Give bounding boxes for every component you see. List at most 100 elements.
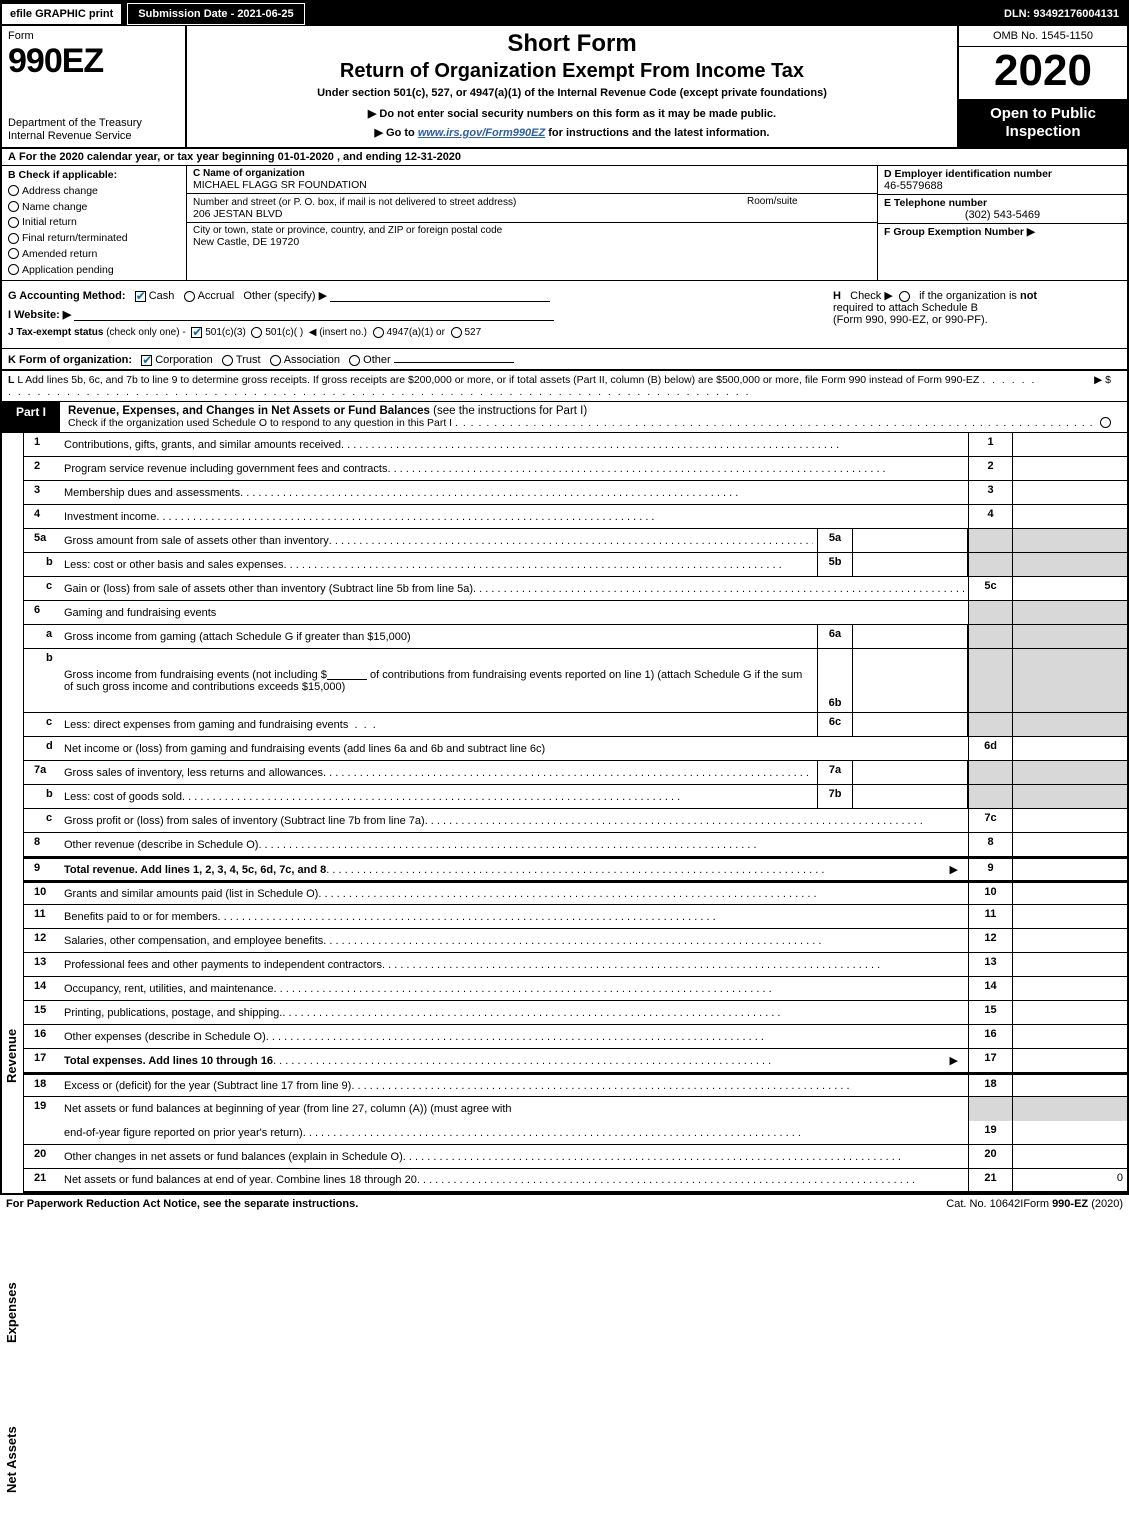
page-footer: For Paperwork Reduction Act Notice, see …	[0, 1195, 1129, 1213]
amt-14[interactable]	[1012, 977, 1127, 1000]
amt-7c[interactable]	[1012, 809, 1127, 832]
amt-2[interactable]	[1012, 457, 1127, 480]
header-right: OMB No. 1545-1150 2020 Open to Public In…	[957, 26, 1127, 147]
cb-schedule-o-used[interactable]	[1100, 417, 1111, 428]
catalog-number: Cat. No. 10642I	[946, 1198, 1023, 1210]
line-15: 15 Printing, publications, postage, and …	[24, 1001, 1127, 1025]
amt-6b-mini[interactable]	[853, 649, 968, 712]
amt-9[interactable]	[1012, 859, 1127, 880]
line-6c: c Less: direct expenses from gaming and …	[24, 713, 1127, 737]
amt-19[interactable]	[1012, 1121, 1127, 1144]
cb-accrual[interactable]	[184, 291, 195, 302]
amt-6a-mini[interactable]	[853, 625, 968, 648]
amt-18[interactable]	[1012, 1075, 1127, 1096]
cb-501c3[interactable]	[191, 327, 202, 338]
line-5a: 5a Gross amount from sale of assets othe…	[24, 529, 1127, 553]
section-h-label: H	[833, 290, 841, 302]
amt-10[interactable]	[1012, 883, 1127, 904]
part-i-table: Revenue Expenses Net Assets 1 Contributi…	[2, 433, 1127, 1193]
short-form-title: Short Form	[195, 30, 949, 58]
amt-7a-mini[interactable]	[853, 761, 968, 784]
amt-5b-mini[interactable]	[853, 553, 968, 576]
line-19b: end-of-year figure reported on prior yea…	[24, 1121, 1127, 1145]
cb-initial-return[interactable]: Initial return	[8, 215, 180, 231]
tel-label: E Telephone number	[884, 197, 1121, 209]
section-a-label: A	[8, 151, 16, 163]
ein-row: D Employer identification number 46-5579…	[878, 166, 1127, 195]
cb-amended-return[interactable]: Amended return	[8, 247, 180, 263]
amt-1[interactable]	[1012, 433, 1127, 456]
cb-corporation[interactable]	[141, 355, 152, 366]
line-20: 20 Other changes in net assets or fund b…	[24, 1145, 1127, 1169]
amt-15[interactable]	[1012, 1001, 1127, 1024]
amt-4[interactable]	[1012, 505, 1127, 528]
line-7a: 7a Gross sales of inventory, less return…	[24, 761, 1127, 785]
omb-number: OMB No. 1545-1150	[959, 26, 1127, 47]
street-row: Number and street (or P. O. box, if mail…	[187, 194, 877, 223]
city-value: New Castle, DE 19720	[193, 236, 871, 248]
header-center: Short Form Return of Organization Exempt…	[187, 26, 957, 147]
goto-suffix: for instructions and the latest informat…	[545, 127, 769, 139]
cb-association[interactable]	[270, 355, 281, 366]
telephone-row: E Telephone number (302) 543-5469	[878, 195, 1127, 224]
form-header: Form 990EZ Department of the Treasury In…	[2, 26, 1127, 149]
irs-link[interactable]: www.irs.gov/Form990EZ	[418, 127, 545, 139]
room-suite-label: Room/suite	[747, 196, 798, 207]
section-b-checkboxes: B Check if applicable: Address change Na…	[2, 166, 187, 280]
form-990ez-page: efile GRAPHIC print Submission Date - 20…	[0, 0, 1129, 1195]
side-labels: Revenue Expenses Net Assets	[2, 433, 24, 1193]
dept-treasury: Department of the Treasury	[8, 117, 179, 130]
line-9: 9 Total revenue. Add lines 1, 2, 3, 4, 5…	[24, 857, 1127, 881]
line-13: 13 Professional fees and other payments …	[24, 953, 1127, 977]
street-value: 206 JESTAN BLVD	[193, 208, 871, 220]
part-i-tab: Part I	[2, 402, 60, 432]
tax-exempt-row: J Tax-exempt status (check only one) - 5…	[8, 327, 821, 338]
section-g-label: G Accounting Method:	[8, 290, 126, 302]
cb-address-change[interactable]: Address change	[8, 184, 180, 200]
ssn-warning: ▶ Do not enter social security numbers o…	[195, 107, 949, 120]
section-h: H Check ▶ if the organization is not req…	[827, 281, 1127, 348]
amt-6d[interactable]	[1012, 737, 1127, 760]
line-6d: d Net income or (loss) from gaming and f…	[24, 737, 1127, 761]
section-k-label: K Form of organization:	[8, 354, 132, 366]
cb-trust[interactable]	[222, 355, 233, 366]
cb-501c[interactable]	[251, 327, 262, 338]
line-10: 10 Grants and similar amounts paid (list…	[24, 881, 1127, 905]
website-input[interactable]	[74, 309, 554, 321]
section-d-e-f: D Employer identification number 46-5579…	[877, 166, 1127, 280]
cb-527[interactable]	[451, 327, 462, 338]
amt-11[interactable]	[1012, 905, 1127, 928]
amt-20[interactable]	[1012, 1145, 1127, 1168]
cb-name-change[interactable]: Name change	[8, 200, 180, 216]
amt-7b-mini[interactable]	[853, 785, 968, 808]
top-bar: efile GRAPHIC print Submission Date - 20…	[2, 2, 1127, 26]
cb-final-return[interactable]: Final return/terminated	[8, 231, 180, 247]
revenue-sidelabel: Revenue	[4, 883, 19, 1083]
form-ref: Form 990-EZ (2020)	[1023, 1198, 1123, 1210]
amt-21[interactable]: 0	[1012, 1169, 1127, 1191]
other-specify-input[interactable]	[330, 290, 550, 302]
amt-8[interactable]	[1012, 833, 1127, 856]
cb-application-pending[interactable]: Application pending	[8, 263, 180, 279]
amt-12[interactable]	[1012, 929, 1127, 952]
line-2: 2 Program service revenue including gove…	[24, 457, 1127, 481]
6b-contrib-input[interactable]	[327, 669, 367, 680]
section-subtitle: Under section 501(c), 527, or 4947(a)(1)…	[195, 87, 949, 99]
line-6b: b Gross income from fundraising events (…	[24, 649, 1127, 713]
tax-year: 2020	[959, 47, 1127, 99]
period-text: For the 2020 calendar year, or tax year …	[19, 151, 461, 163]
amt-5a-mini[interactable]	[853, 529, 968, 552]
amt-5c[interactable]	[1012, 577, 1127, 600]
amt-16[interactable]	[1012, 1025, 1127, 1048]
efile-graphic-print[interactable]: efile GRAPHIC print	[2, 4, 123, 24]
other-org-input[interactable]	[394, 352, 514, 363]
amt-17[interactable]	[1012, 1049, 1127, 1072]
amt-3[interactable]	[1012, 481, 1127, 504]
amt-6c-mini[interactable]	[853, 713, 968, 736]
cb-cash[interactable]	[135, 291, 146, 302]
dept-irs: Internal Revenue Service	[8, 130, 179, 143]
amt-13[interactable]	[1012, 953, 1127, 976]
cb-other-org[interactable]	[349, 355, 360, 366]
cb-4947[interactable]	[373, 327, 384, 338]
cb-schedule-b-not-required[interactable]	[899, 291, 910, 302]
